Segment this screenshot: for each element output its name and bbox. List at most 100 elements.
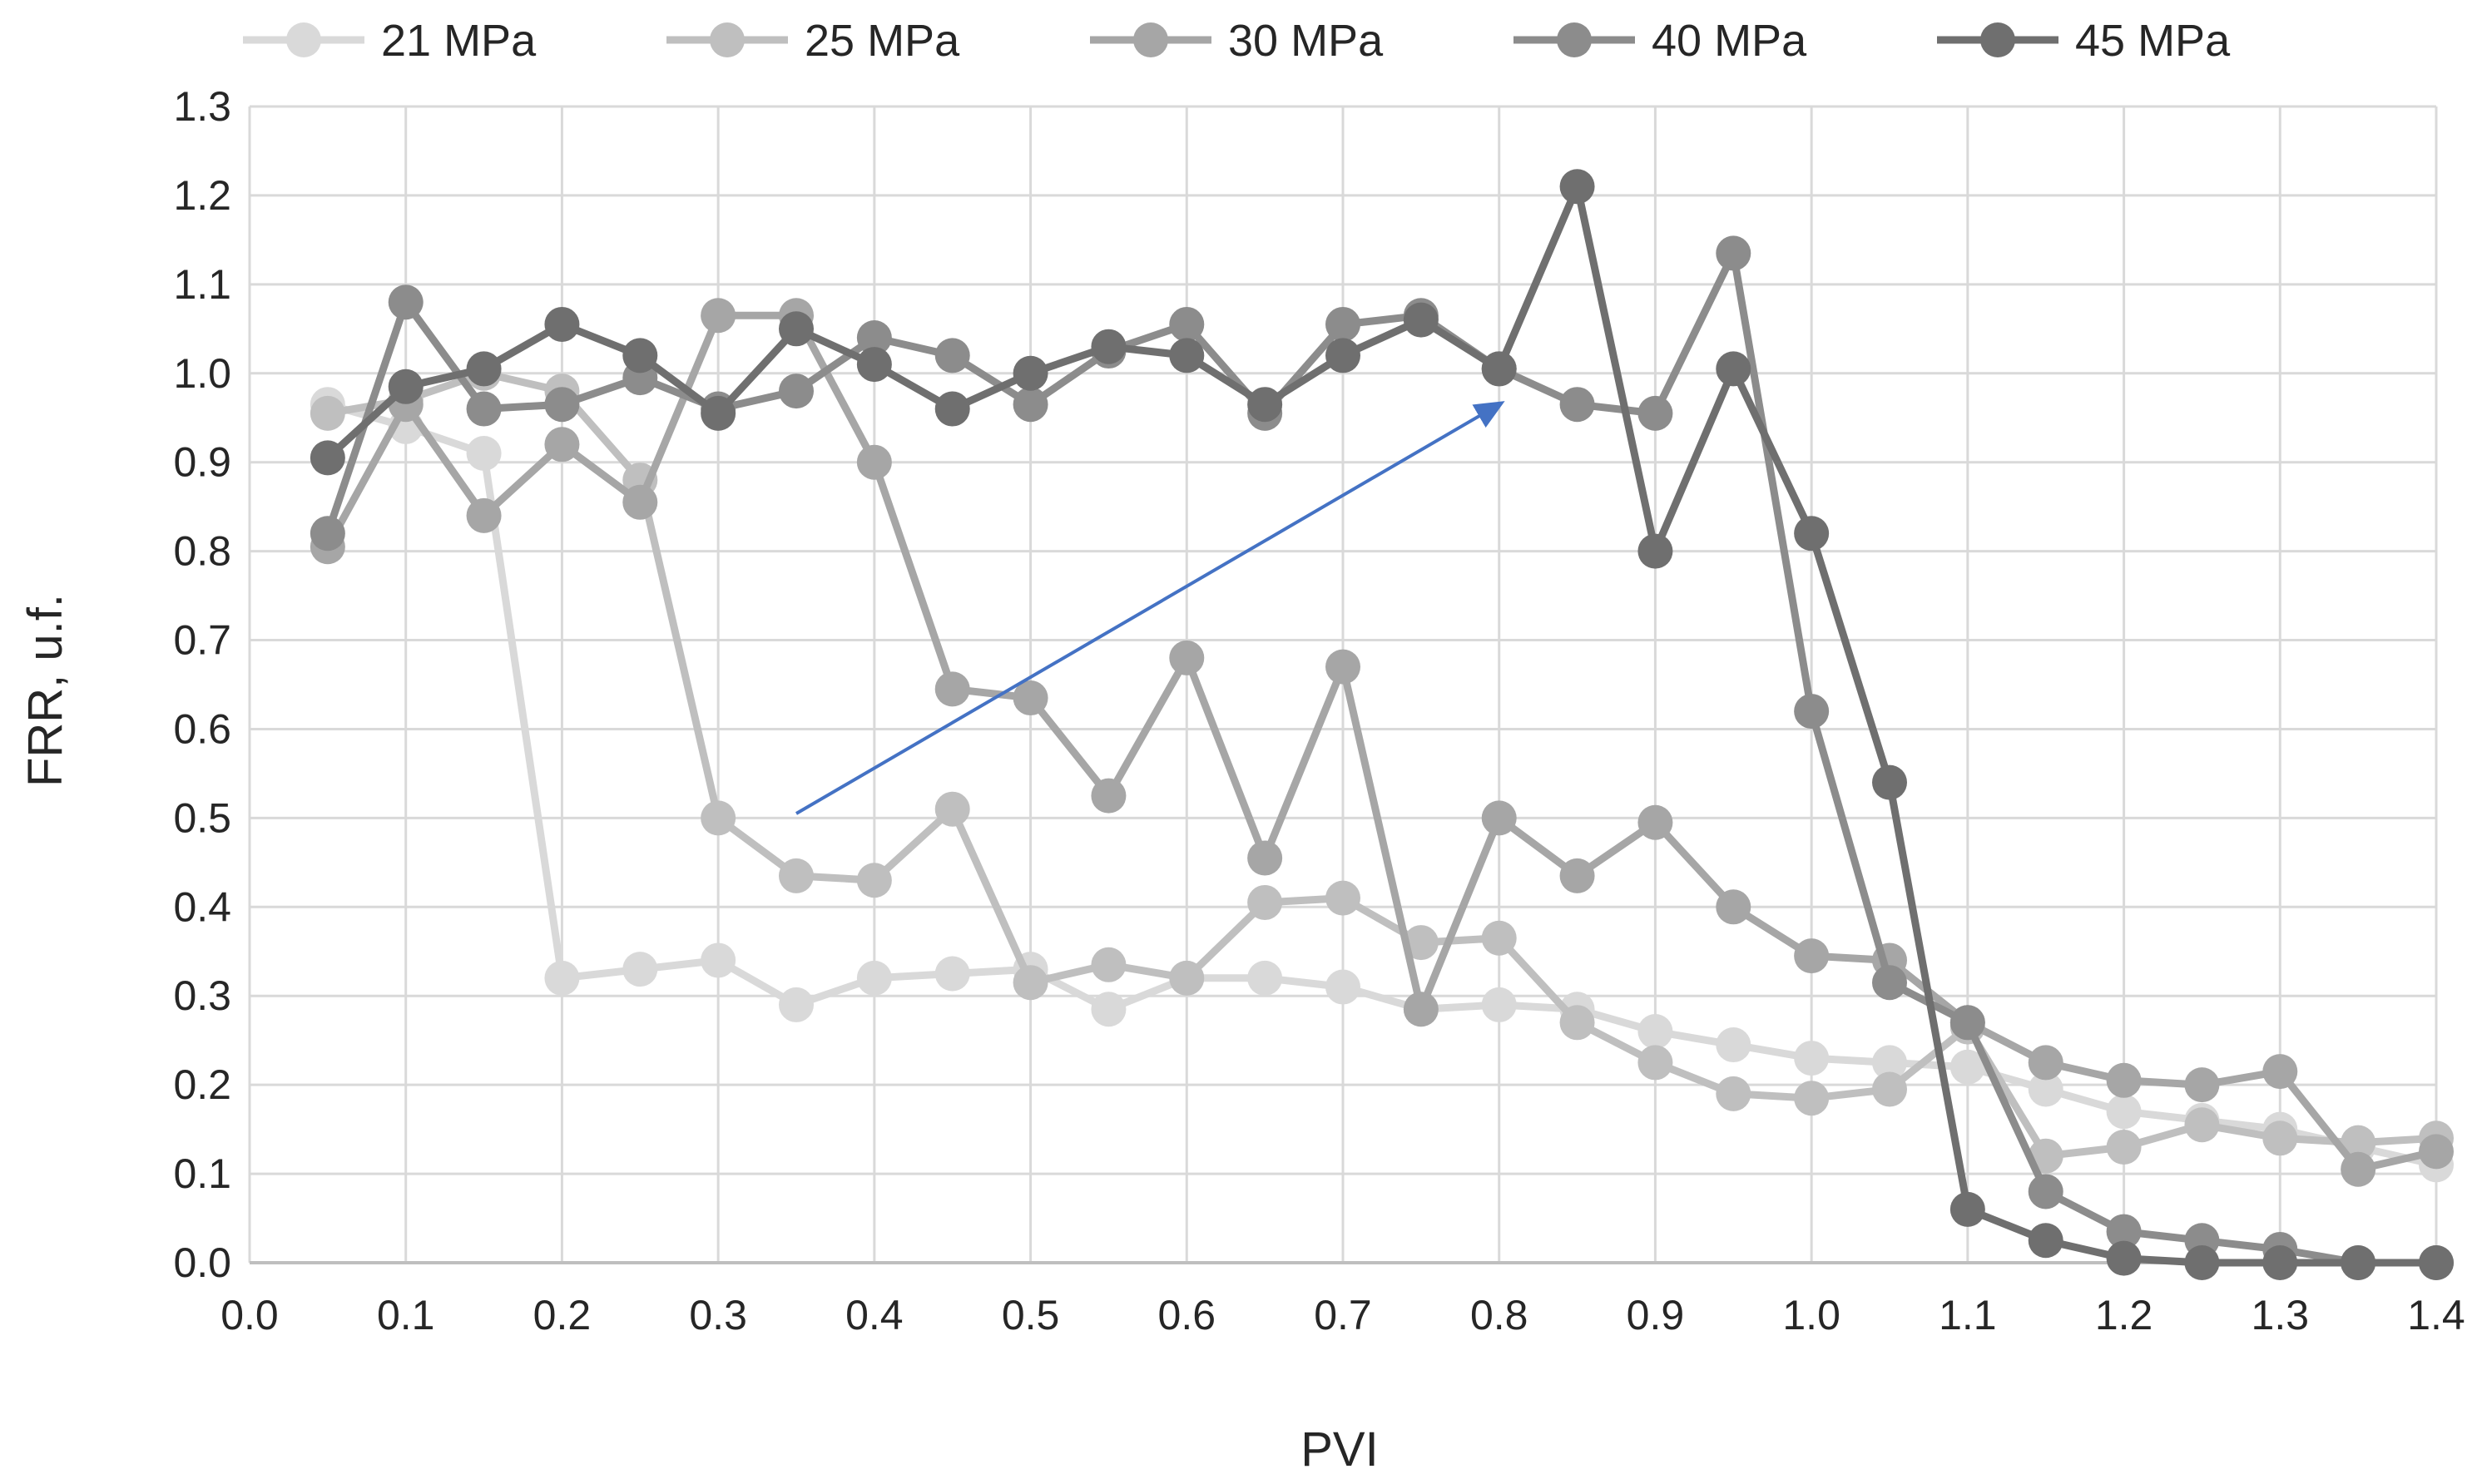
axes [248,106,2436,1264]
data-point-21-mpa [1247,960,1283,996]
data-point-45-mpa [1247,387,1283,423]
data-point-40-mpa [466,391,502,427]
grid-lines [250,105,2438,1263]
data-point-45-mpa [1716,351,1751,387]
data-point-45-mpa [2341,1245,2376,1280]
data-point-40-mpa [2028,1174,2063,1209]
data-point-45-mpa [1169,338,1205,373]
x-axis-title: PVI [1300,1422,1379,1477]
series-line-40-mpa [324,249,2436,1267]
data-point-30-mpa [1325,649,1360,685]
data-point-45-mpa [310,440,345,476]
data-point-30-mpa [1247,840,1283,876]
data-point-25-mpa [2184,1107,2220,1143]
y-tick-label: 0.5 [173,794,231,841]
data-point-21-mpa [2028,1071,2063,1107]
y-tick-label: 0.6 [173,705,231,752]
y-tick-label: 0.0 [173,1239,231,1286]
legend-item-40-mpa: 40 MPa [1513,16,1807,66]
data-point-45-mpa [934,391,970,427]
y-tick-label: 1.2 [173,172,231,219]
y-tick-label: 1.1 [173,261,231,308]
x-tick-label: 0.7 [1314,1292,1372,1338]
data-point-40-mpa [856,320,892,355]
data-point-45-mpa [388,369,424,404]
data-point-25-mpa [1872,1071,1907,1107]
x-tick-label: 0.6 [1158,1292,1216,1338]
legend-swatch-marker [1133,22,1168,57]
data-point-30-mpa [1794,938,1830,974]
data-point-30-mpa [2262,1054,2298,1090]
legend-swatch-marker [1557,22,1592,57]
data-point-25-mpa [1716,1076,1751,1111]
data-point-25-mpa [310,395,345,431]
legend: 21 MPa 25 MPa 30 MPa 40 MPa 45 MPa [243,16,2231,66]
data-point-25-mpa [1325,880,1360,916]
legend-label: 30 MPa [1228,16,1384,66]
series-45-mpa [310,169,2454,1280]
data-point-30-mpa [1716,889,1751,925]
data-point-40-mpa [934,338,970,373]
x-tick-label: 0.2 [533,1292,592,1338]
data-point-30-mpa [2184,1067,2220,1103]
data-point-40-mpa [1716,235,1751,271]
data-point-30-mpa [1013,680,1048,716]
data-point-21-mpa [1091,992,1127,1027]
data-point-25-mpa [934,791,970,827]
data-point-25-mpa [1481,920,1517,956]
data-point-40-mpa [1949,1005,1985,1041]
data-point-30-mpa [622,484,658,520]
data-point-30-mpa [544,427,580,463]
legend-item-45-mpa: 45 MPa [1937,16,2231,66]
data-point-21-mpa [934,956,970,992]
x-tick-label: 1.2 [2095,1292,2153,1338]
data-point-45-mpa [1013,355,1048,391]
data-point-45-mpa [1949,1191,1985,1227]
data-point-21-mpa [1872,1045,1907,1081]
data-point-25-mpa [779,858,814,893]
data-point-21-mpa [1325,969,1360,1005]
data-point-25-mpa [1169,960,1205,996]
legend-item-30-mpa: 30 MPa [1090,16,1384,66]
series-line-45-mpa [324,182,2436,1267]
x-tick-label: 0.4 [845,1292,904,1338]
data-point-21-mpa [701,942,736,978]
data-point-45-mpa [701,395,736,431]
data-point-30-mpa [2028,1045,2063,1081]
x-tick-label: 0.8 [1470,1292,1528,1338]
data-point-21-mpa [466,436,502,471]
data-point-21-mpa [1716,1027,1751,1063]
series-line-25-mpa [327,369,2437,1160]
x-tick-label: 0.3 [689,1292,747,1338]
data-point-21-mpa [1949,1049,1985,1085]
data-point-30-mpa [1403,992,1439,1027]
data-point-40-mpa [1013,387,1048,423]
data-point-45-mpa [2419,1245,2454,1280]
data-point-40-mpa [1872,965,1907,1001]
legend-label: 25 MPa [805,16,960,66]
data-point-30-mpa [1481,800,1517,836]
data-point-25-mpa [2106,1130,2142,1165]
data-point-40-mpa [1794,694,1830,730]
data-point-25-mpa [1559,1005,1595,1041]
data-point-21-mpa [1637,1014,1673,1049]
legend-label: 40 MPa [1652,16,1807,66]
data-point-21-mpa [856,960,892,996]
legend-item-25-mpa: 25 MPa [666,16,960,66]
x-tick-label: 1.4 [2407,1292,2465,1338]
legend-item-21-mpa: 21 MPa [243,16,537,66]
data-point-45-mpa [1872,764,1907,800]
data-point-25-mpa [701,800,736,836]
data-point-25-mpa [1794,1081,1830,1116]
data-point-40-mpa [310,516,345,552]
series-lines [310,169,2454,1280]
legend-swatch-marker [710,22,745,57]
data-point-45-mpa [466,351,502,387]
y-tick-label: 1.0 [173,350,231,397]
data-point-30-mpa [1091,778,1127,814]
data-point-30-mpa [1559,858,1595,893]
x-tick-label: 0.9 [1627,1292,1685,1338]
annotations [795,401,1505,815]
tick-labels: 0.0 0.1 0.2 0.3 0.4 0.5 0.6 0.7 0.8 0.9 1.0 1.1 1.2 1… [173,83,2465,1338]
y-tick-label: 0.3 [173,972,231,1019]
